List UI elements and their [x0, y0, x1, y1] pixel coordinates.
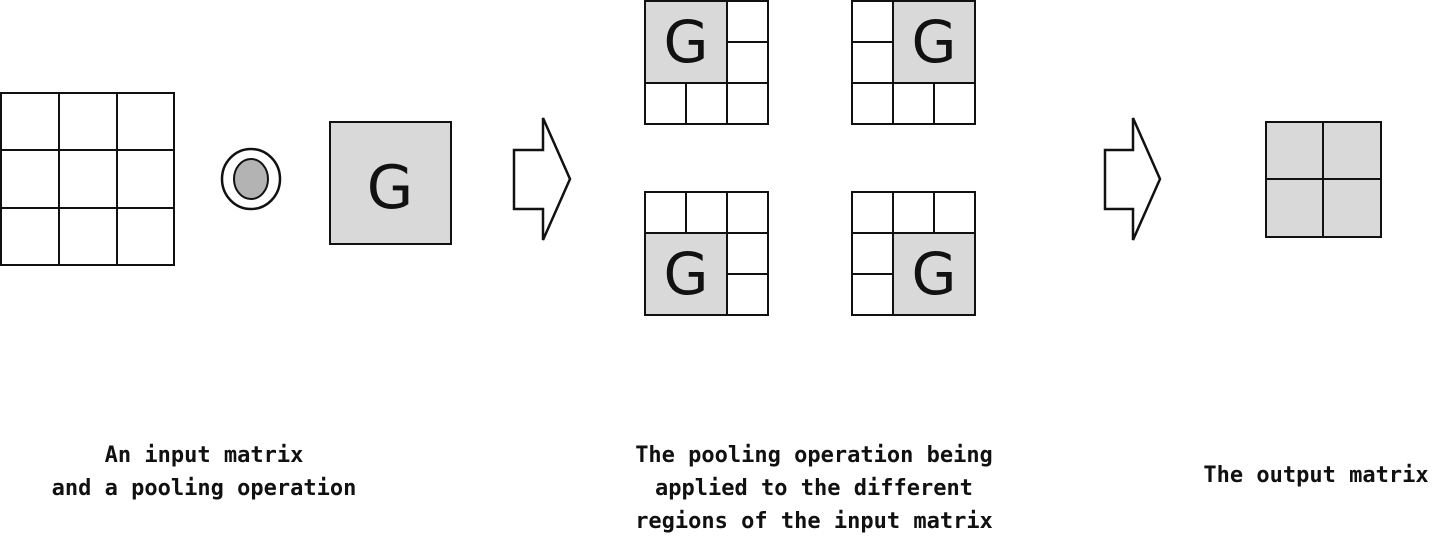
pooling-region [892, 0, 976, 84]
pooling-region [644, 232, 728, 316]
output-caption-line: The output matrix [1203, 463, 1429, 488]
pooling-region [892, 232, 976, 316]
input-matrix [0, 92, 175, 266]
window-bottom-right: G [851, 191, 976, 316]
input-caption-line: An input matrix [104, 443, 304, 468]
right-arrow-icon [512, 117, 572, 241]
pooling-operator-icon [220, 147, 282, 211]
input-caption-line: and a pooling operation [51, 476, 357, 501]
right-arrow-icon [1103, 117, 1162, 241]
output-matrix [1265, 121, 1382, 238]
output-caption: The output matrix [1192, 459, 1440, 492]
pooling-region-label: G [664, 240, 709, 308]
pooling-region [644, 0, 728, 84]
pooling-region-label: G [912, 240, 957, 308]
window-bottom-left: G [644, 191, 769, 316]
window-top-left: G [644, 0, 769, 125]
kernel-label: G [367, 153, 414, 223]
pooling-windows: G G G G [644, 0, 976, 316]
pooling-region-label: G [912, 8, 957, 76]
pooling-caption: The pooling operation being applied to t… [594, 439, 1034, 538]
pooling-caption-line: regions of the input matrix [635, 509, 993, 534]
pooling-region-label: G [664, 8, 709, 76]
pooling-caption-line: The pooling operation being [635, 443, 993, 468]
window-top-right: G [851, 0, 976, 125]
pooling-caption-line: applied to the different [655, 476, 973, 501]
input-caption: An input matrix and a pooling operation [4, 439, 404, 505]
pooling-kernel: G [329, 121, 452, 245]
